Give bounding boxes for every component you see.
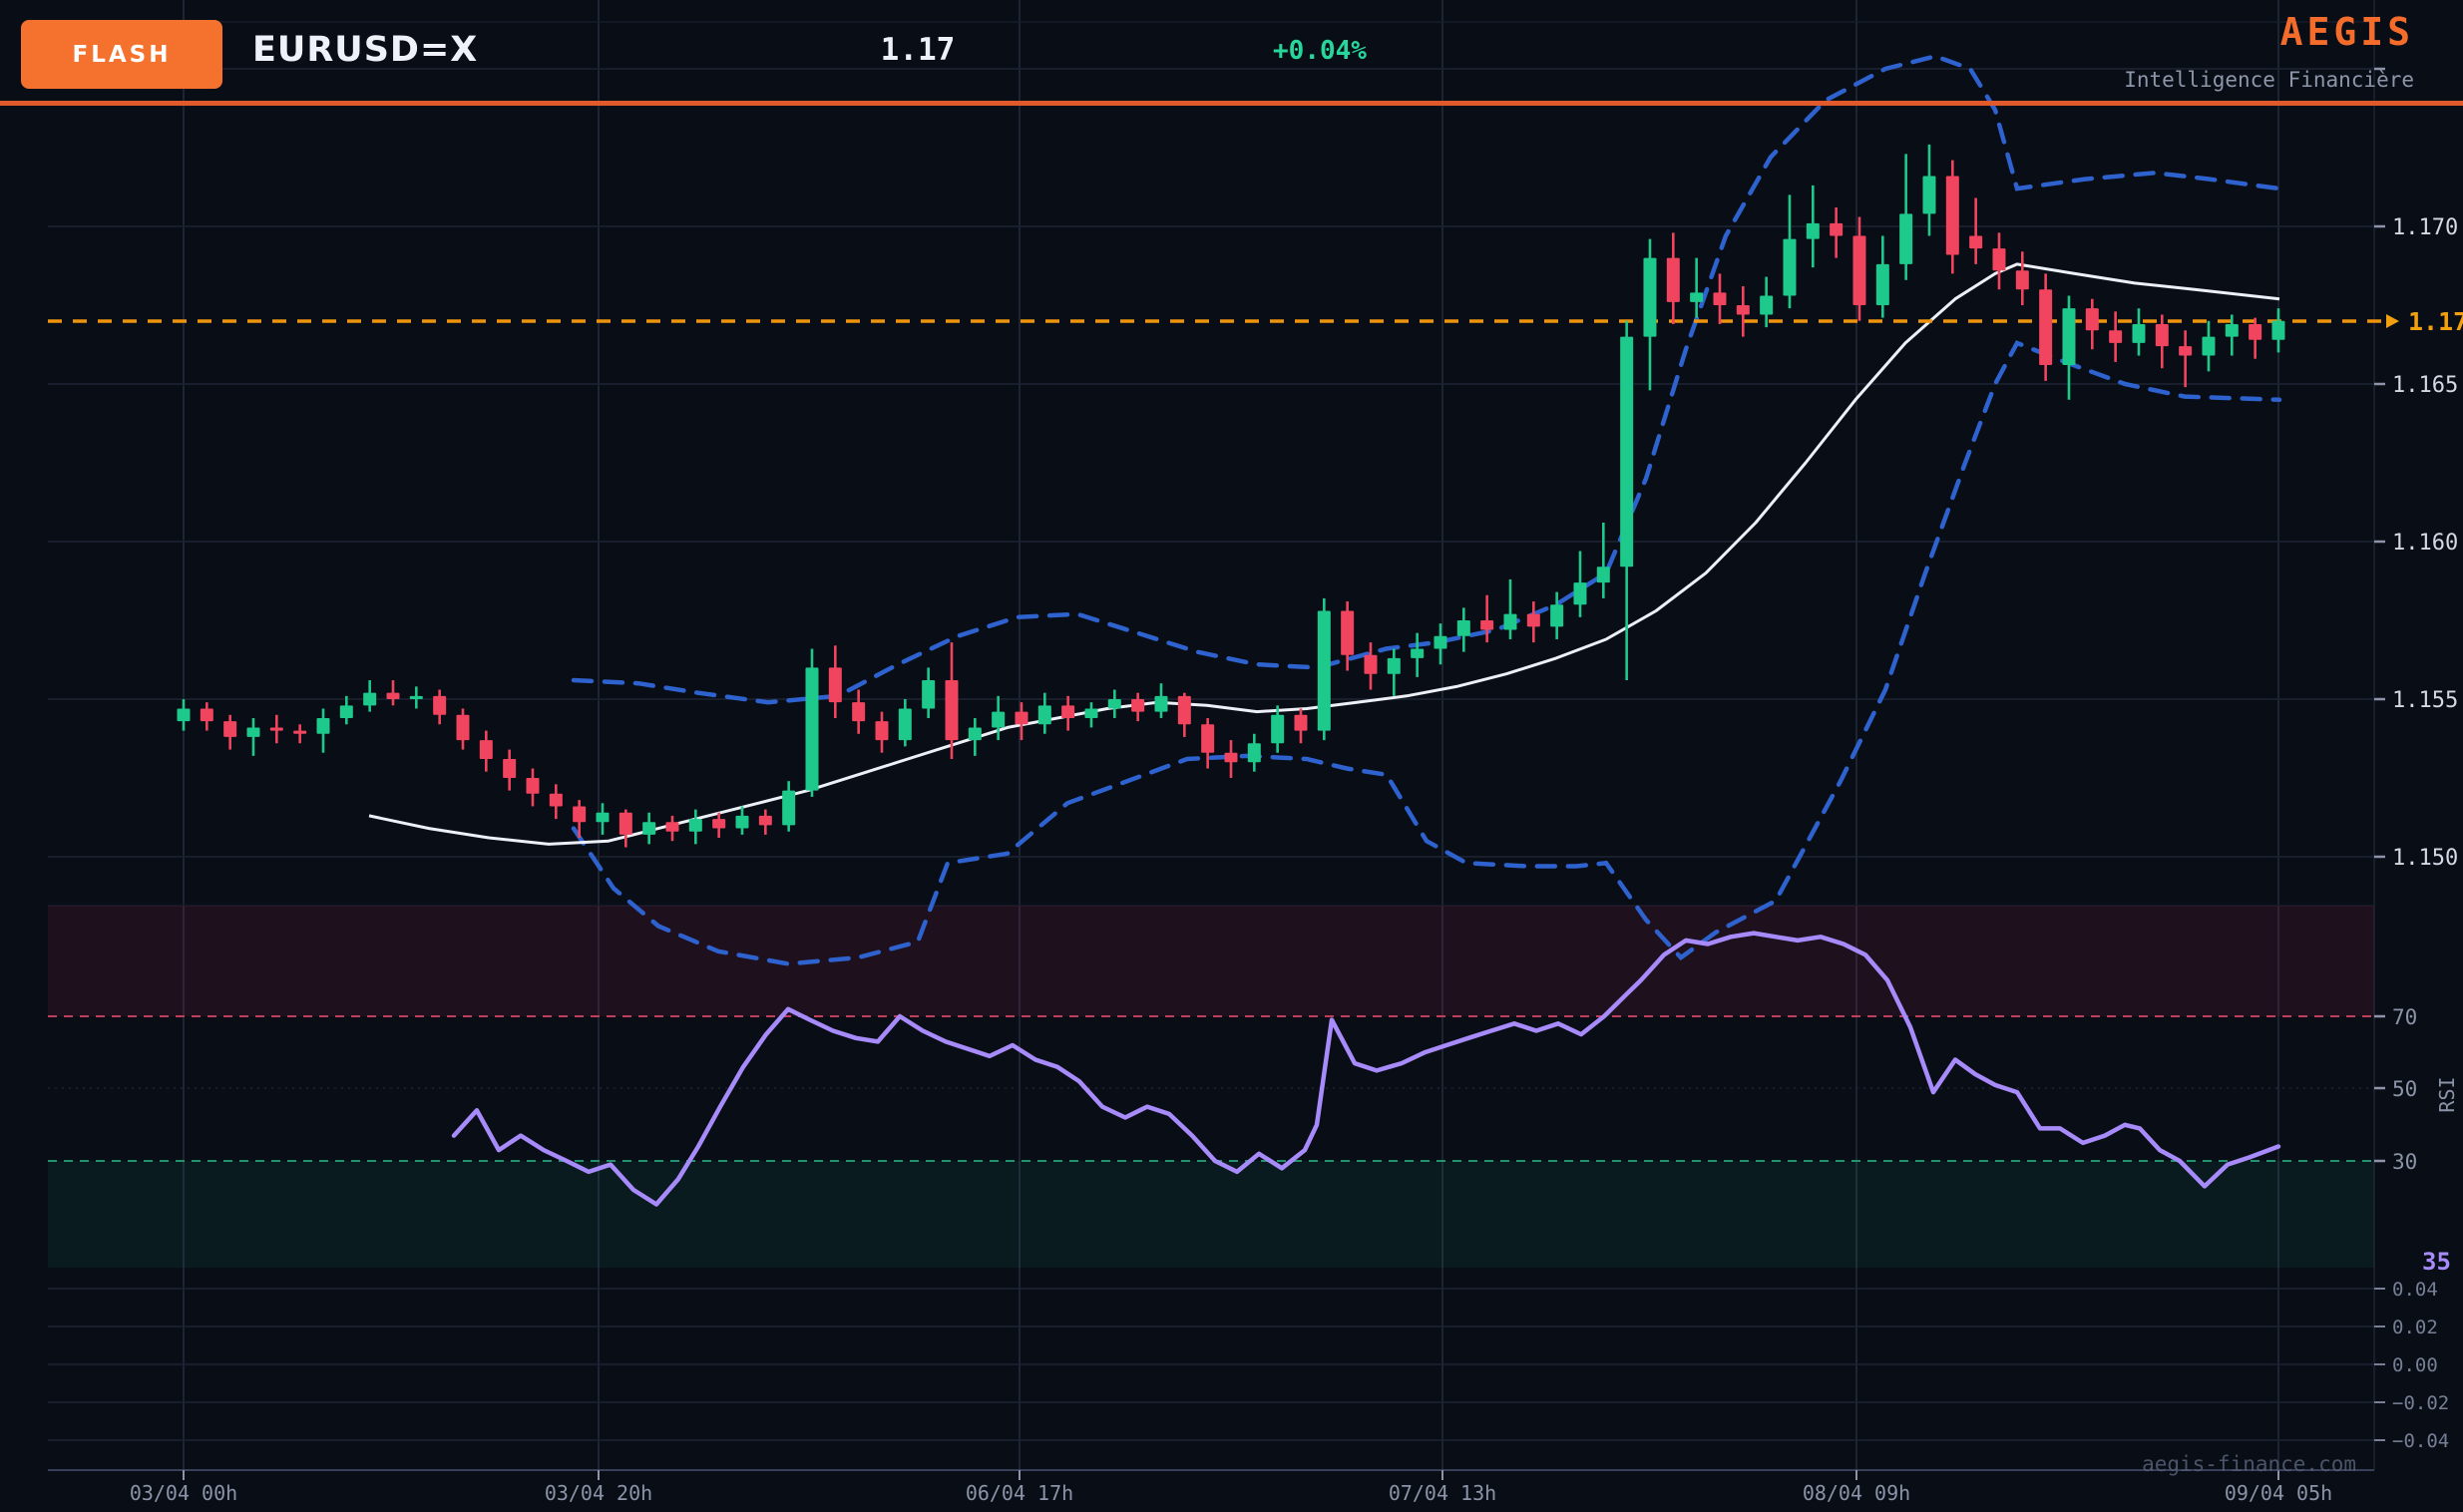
current-price-label: 1.17 — [2408, 307, 2463, 336]
x-axis: 03/04 00h 03/04 20h 06/04 17h 07/04 13h 08/0… — [48, 1469, 2374, 1505]
x-axis-label: 08/04 09h — [1803, 1481, 1910, 1505]
watermark: aegis-finance.com — [2142, 1452, 2356, 1476]
macd-axis-label: 0.00 — [2392, 1354, 2438, 1376]
sma-line — [368, 262, 2280, 846]
price-axis-label: 1.165 — [2392, 373, 2458, 398]
price-axis-label: 1.170 — [2392, 215, 2458, 240]
x-axis-label: 03/04 20h — [545, 1481, 652, 1505]
bollinger-lower-band — [571, 340, 2282, 966]
price-change-percent: +0.04% — [1273, 36, 1367, 66]
x-axis-label: 09/04 05h — [2225, 1481, 2332, 1505]
price-axis-label: 1.160 — [2392, 531, 2458, 556]
last-price: 1.17 — [880, 32, 956, 68]
rsi-axis-label: 70 — [2392, 1005, 2417, 1029]
rsi-axis-label: 50 — [2392, 1077, 2417, 1101]
flash-badge[interactable]: FLASH — [21, 20, 222, 89]
rsi-axis-label: 30 — [2392, 1150, 2417, 1174]
x-axis-label: 03/04 00h — [130, 1481, 237, 1505]
rsi-axis: 70 50 30 RSI 35 — [2374, 1005, 2459, 1276]
candles — [177, 144, 2285, 848]
rsi-last-value: 35 — [2422, 1248, 2451, 1276]
brand-logo: AEGIS — [2279, 10, 2414, 54]
macd-axis-label: −0.04 — [2392, 1430, 2449, 1452]
price-axis: 1.170 1.165 1.160 1.155 1.150 1.17 — [2374, 67, 2463, 871]
x-axis-label: 06/04 17h — [966, 1481, 1073, 1505]
rsi-axis-title: RSI — [2435, 1076, 2459, 1112]
macd-axis-label: −0.02 — [2392, 1392, 2449, 1414]
current-price-marker — [2386, 314, 2399, 328]
macd-axis-label: 0.02 — [2392, 1317, 2438, 1338]
bollinger-upper-band — [571, 54, 2282, 705]
flash-badge-label: FLASH — [72, 41, 172, 68]
rsi-oversold-zone — [48, 1161, 2374, 1268]
macd-axis-label: 0.04 — [2392, 1279, 2438, 1301]
rsi-overbought-zone — [48, 906, 2374, 1016]
rsi-zones — [48, 906, 2374, 1268]
price-axis-label: 1.155 — [2392, 688, 2458, 713]
indicator-lines — [368, 54, 2282, 966]
symbol-title: EURUSD=X — [252, 30, 479, 70]
header-divider — [0, 101, 2463, 106]
x-axis-label: 07/04 13h — [1389, 1481, 1496, 1505]
brand-tagline: Intelligence Financière — [2124, 68, 2414, 92]
price-axis-label: 1.150 — [2392, 846, 2458, 871]
macd-axis: 0.04 0.02 0.00 −0.02 −0.04 — [2374, 1279, 2449, 1452]
rsi-line — [451, 931, 2281, 1207]
